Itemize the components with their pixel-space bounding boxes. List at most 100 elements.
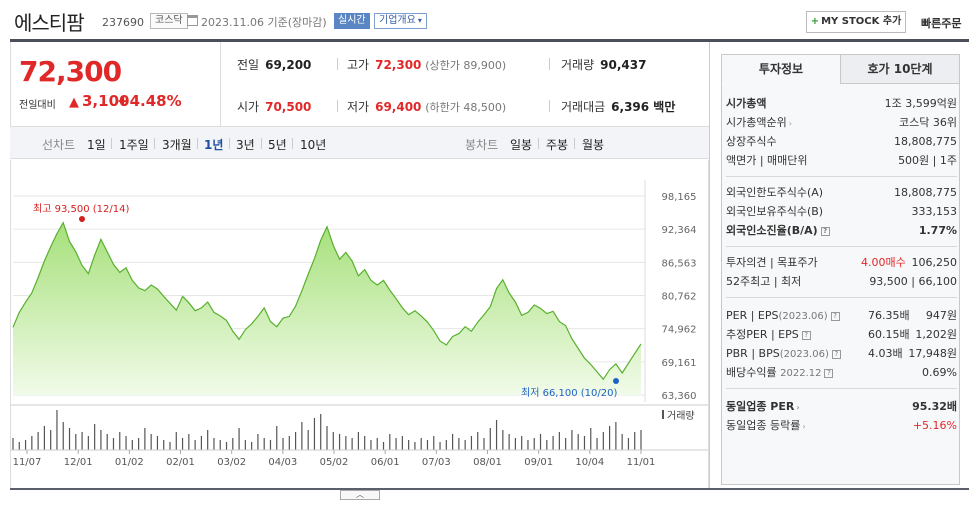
add-mystock-button[interactable]: + MY STOCK 추가 — [806, 11, 906, 33]
tab-1w[interactable]: 1주일 — [119, 138, 149, 152]
tab-3m[interactable]: 3개월 — [162, 138, 192, 152]
sector-change-text: 동일업종 등락률 — [726, 419, 801, 432]
volume-bar — [225, 442, 228, 450]
period-tabs: 선차트 1일 1주일 3개월 1년 3년 5년 10년 봉차트 일봉 주봉 월봉 — [10, 126, 709, 159]
info-row-listed: 상장주식수 18,808,775 — [726, 134, 957, 150]
volume-bar — [634, 432, 636, 450]
quick-order-link[interactable]: 빠른주문 — [921, 17, 962, 30]
volume-bar — [12, 438, 14, 450]
week52-value: 93,500 | 66,100 — [869, 275, 957, 288]
volume-bar — [370, 440, 372, 450]
info-row-sector-change[interactable]: 동일업종 등락률 › +5.16% — [726, 418, 957, 434]
x-tick-label: 02/01 — [166, 457, 195, 468]
listed-shares-value: 18,808,775 — [894, 135, 957, 148]
stat-volume-label: 거래량 — [561, 58, 595, 72]
tab-daily[interactable]: 일봉 — [510, 138, 533, 152]
par-value: 500원 | 1주 — [898, 154, 957, 167]
info-row-sector-per[interactable]: 동일업종 PER › 95.32배 — [726, 399, 957, 415]
stat-low-value: 69,400 — [375, 100, 422, 114]
volume-bar — [458, 438, 460, 450]
per-year: (2023.06) — [778, 311, 828, 322]
expand-toggle-button[interactable]: ︿ — [340, 490, 380, 500]
info-row-rank[interactable]: 시가총액순위 › 코스닥 36위 — [726, 115, 957, 131]
dividend-text: 배당수익률 — [726, 366, 777, 379]
foreign-limit-value: 18,808,775 — [894, 186, 957, 199]
tab-weekly[interactable]: 주봉 — [546, 138, 569, 152]
header-divider — [10, 39, 969, 42]
tab-monthly[interactable]: 월봉 — [582, 138, 605, 152]
volume-bar — [539, 434, 542, 450]
volume-bar — [364, 436, 366, 450]
x-tick-label: 11/01 — [627, 457, 656, 468]
price-chart[interactable]: 98,165 92,364 86,563 80,762 74,962 69,161 63,3… — [10, 160, 709, 490]
date-note: 2023.11.06 기준(장마감) — [201, 16, 327, 29]
help-icon[interactable]: ? — [831, 349, 841, 359]
volume-bar — [31, 436, 33, 450]
market-cap-rank-label: 시가총액순위 › — [726, 115, 792, 132]
tab-10y[interactable]: 10년 — [300, 138, 327, 152]
divider — [154, 138, 155, 149]
volume-bar — [640, 430, 642, 450]
dividend-value: 0.69% — [922, 366, 957, 379]
volume-bar — [125, 436, 127, 450]
pbr-text: PBR | BPS — [726, 347, 780, 360]
volume-bar — [389, 434, 391, 450]
realtime-button[interactable]: 실시간 — [334, 13, 370, 29]
tab-5y[interactable]: 5년 — [268, 138, 287, 152]
volume-bar — [232, 438, 234, 450]
stat-low-label: 저가 — [347, 100, 370, 114]
volume-bar — [577, 434, 579, 450]
chevron-down-icon: ▾ — [417, 16, 422, 25]
sector-change-label: 동일업종 등락률 › — [726, 418, 806, 435]
volume-bar — [596, 438, 598, 450]
low-label: 최저 66,100 (10/20) — [521, 387, 617, 399]
help-icon[interactable]: ? — [820, 226, 830, 236]
volume-bar — [489, 428, 491, 450]
volume-bar — [414, 442, 416, 450]
volume-bar — [483, 438, 485, 450]
chevron-right-icon: › — [802, 422, 806, 431]
divider — [337, 100, 338, 112]
x-tick-label: 08/01 — [473, 457, 502, 468]
divider — [337, 58, 338, 70]
est-per-value: 60.15배 — [868, 328, 910, 341]
add-mystock-label: MY STOCK 추가 — [821, 16, 902, 27]
pbr-year: (2023.06) — [779, 349, 829, 360]
volume-bar — [382, 442, 385, 450]
volume-bar — [295, 432, 297, 450]
volume-bar — [131, 440, 133, 450]
volume-bar — [144, 428, 146, 450]
tab-3y[interactable]: 3년 — [236, 138, 255, 152]
help-icon[interactable]: ? — [824, 368, 834, 378]
stat-low: 저가 69,400 (하한가 48,500) — [347, 98, 506, 115]
help-icon[interactable]: ? — [801, 330, 811, 340]
divider — [549, 58, 550, 70]
tab-quote-10[interactable]: 호가 10단계 — [840, 54, 960, 84]
divider — [726, 388, 957, 389]
volume-bar — [627, 438, 630, 450]
volume-bar — [100, 430, 102, 450]
invest-info-panel: 투자정보 호가 10단계 시가총액 1조 3,599억원 시가총액순위 › 코스닥 3… — [709, 42, 969, 488]
info-row-dividend: 배당수익률 2022.12? 0.69% — [726, 365, 957, 381]
y-tick-label: 92,364 — [662, 225, 697, 236]
listed-shares-label: 상장주식수 — [726, 135, 777, 148]
volume-bar — [452, 434, 454, 450]
tab-1d[interactable]: 1일 — [87, 138, 106, 152]
target-price-value: 106,250 — [911, 256, 958, 269]
volume-bar — [37, 432, 39, 450]
volume-bar — [376, 438, 378, 450]
stat-high-label: 고가 — [347, 58, 370, 72]
company-info-dropdown[interactable]: 기업개요 ▾ — [374, 13, 427, 29]
tab-1y[interactable]: 1년 — [204, 138, 224, 152]
info-row-foreign-hold: 외국인보유주식수(B) 333,153 — [726, 204, 957, 220]
side-tabs: 투자정보 호가 10단계 — [721, 54, 960, 84]
chevron-right-icon: › — [796, 403, 800, 412]
info-row-par: 액면가 | 매매단위 500원 | 1주 — [726, 153, 957, 169]
tab-invest-info[interactable]: 투자정보 — [721, 54, 841, 84]
x-tick-label: 05/02 — [320, 457, 349, 468]
volume-bar — [138, 438, 140, 450]
price-area — [13, 222, 641, 395]
help-icon[interactable]: ? — [830, 311, 840, 321]
volume-bar — [50, 430, 52, 450]
opinion-value: 4.00매수 — [861, 256, 906, 269]
